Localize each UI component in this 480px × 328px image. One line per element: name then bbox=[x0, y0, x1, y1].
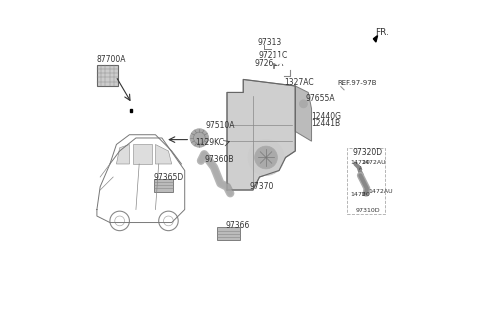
Text: 14720: 14720 bbox=[350, 160, 370, 165]
Polygon shape bbox=[132, 145, 152, 164]
Text: FR.: FR. bbox=[375, 28, 389, 37]
Text: A: A bbox=[359, 166, 362, 171]
Circle shape bbox=[356, 164, 365, 173]
Text: 97360B: 97360B bbox=[204, 154, 234, 164]
Text: 97320D: 97320D bbox=[352, 148, 383, 157]
Text: 1472AU: 1472AU bbox=[361, 160, 385, 165]
Circle shape bbox=[300, 100, 307, 108]
Polygon shape bbox=[131, 109, 132, 112]
Text: A: A bbox=[276, 58, 279, 63]
Polygon shape bbox=[217, 227, 240, 240]
Text: 97261A: 97261A bbox=[254, 59, 284, 68]
Polygon shape bbox=[227, 79, 295, 190]
Text: 97510A: 97510A bbox=[206, 121, 235, 130]
Polygon shape bbox=[295, 86, 312, 141]
Text: 12440G: 12440G bbox=[312, 113, 342, 121]
Text: 1327AC: 1327AC bbox=[284, 78, 313, 87]
Bar bbox=[97, 65, 118, 86]
Text: 12441B: 12441B bbox=[312, 119, 341, 128]
Text: 97366: 97366 bbox=[226, 221, 250, 230]
Text: 97313: 97313 bbox=[258, 37, 282, 47]
Text: B: B bbox=[279, 58, 283, 63]
Bar bbox=[348, 148, 385, 215]
Polygon shape bbox=[154, 179, 173, 192]
Text: 97655A: 97655A bbox=[305, 94, 335, 103]
Text: 97365D: 97365D bbox=[154, 173, 184, 181]
Text: REF.97-97B: REF.97-97B bbox=[337, 80, 377, 86]
Text: 97211C: 97211C bbox=[259, 51, 288, 60]
Text: 87700A: 87700A bbox=[97, 55, 126, 64]
Circle shape bbox=[190, 129, 208, 147]
Text: 1129KC: 1129KC bbox=[195, 138, 224, 147]
Circle shape bbox=[248, 140, 284, 175]
Text: 97310D: 97310D bbox=[356, 208, 380, 213]
Text: 1472AU: 1472AU bbox=[369, 189, 393, 194]
Polygon shape bbox=[373, 35, 378, 42]
Text: 97370: 97370 bbox=[250, 182, 274, 191]
Circle shape bbox=[278, 57, 285, 64]
Circle shape bbox=[254, 146, 277, 169]
Circle shape bbox=[360, 191, 368, 199]
Text: 14720: 14720 bbox=[350, 193, 370, 197]
Text: B: B bbox=[362, 193, 365, 197]
Polygon shape bbox=[273, 63, 274, 68]
Circle shape bbox=[274, 57, 281, 64]
Polygon shape bbox=[156, 145, 172, 164]
Polygon shape bbox=[117, 145, 130, 164]
